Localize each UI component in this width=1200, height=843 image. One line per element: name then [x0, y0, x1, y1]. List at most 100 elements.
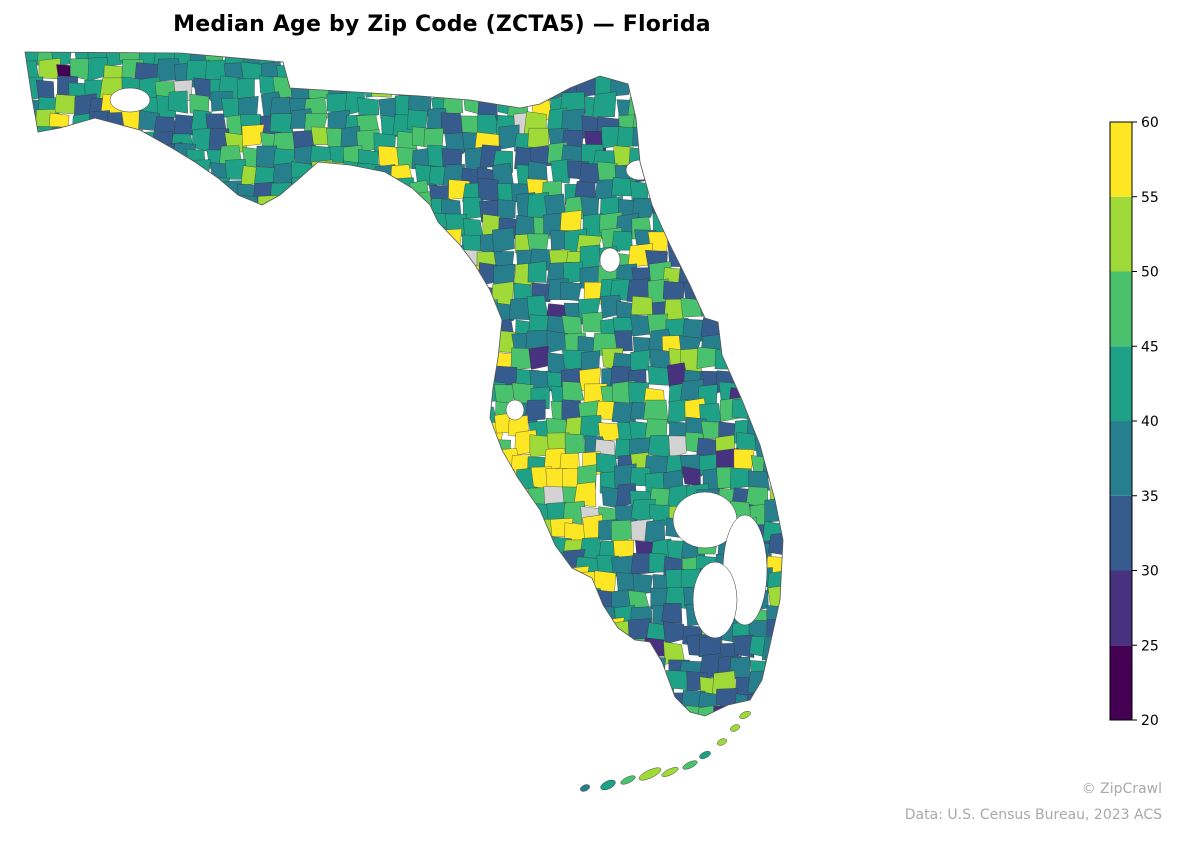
zcta-region [426, 660, 446, 683]
water-body [505, 399, 525, 421]
zcta-region [53, 316, 74, 339]
zcta-region [149, 710, 174, 716]
zcta-region [785, 507, 806, 526]
zcta-region [579, 670, 601, 696]
zcta-region [713, 281, 736, 305]
zcta-region [68, 432, 88, 457]
zcta-region [124, 436, 147, 459]
zcta-region [72, 250, 97, 273]
zcta-region [527, 726, 550, 749]
zcta-region [700, 269, 724, 293]
zcta-region [410, 191, 433, 216]
zcta-region [72, 421, 96, 444]
zcta-region [255, 417, 274, 441]
colorbar-bin-0 [1110, 645, 1132, 720]
zcta-region [388, 416, 412, 438]
zcta-region [190, 330, 213, 354]
zcta-region [339, 653, 362, 675]
zcta-region [204, 453, 227, 479]
zcta-region [54, 439, 75, 460]
zcta-region [372, 692, 398, 714]
zcta-region [770, 430, 783, 455]
zcta-region [423, 487, 449, 514]
zcta-region [175, 571, 199, 593]
zcta-region [410, 411, 436, 437]
zcta-region [750, 52, 774, 69]
zcta-region [412, 727, 435, 750]
zcta-region [82, 130, 107, 155]
zcta-region [397, 298, 418, 321]
zcta-region [169, 455, 195, 478]
zcta-region [345, 283, 368, 307]
zcta-region [152, 687, 175, 711]
zcta-region [261, 553, 284, 576]
zcta-region [438, 59, 462, 84]
zcta-region [172, 404, 196, 426]
zcta-region [221, 723, 241, 746]
zcta-region [396, 251, 420, 274]
zcta-region [542, 588, 566, 612]
zcta-region [357, 450, 381, 476]
zcta-region [373, 602, 394, 625]
zcta-region [789, 176, 811, 201]
zcta-region [353, 175, 379, 200]
zcta-region [667, 181, 689, 205]
zcta-region [445, 505, 469, 528]
zcta-region [734, 93, 758, 117]
zcta-region [493, 653, 512, 677]
zcta-region [407, 558, 430, 582]
zcta-region [87, 315, 108, 338]
zcta-region [546, 330, 569, 353]
zcta-region [255, 727, 276, 749]
zcta-region [25, 421, 43, 443]
zcta-region [154, 182, 177, 201]
zcta-region [122, 129, 143, 153]
zcta-region [107, 694, 130, 716]
zcta-region [784, 363, 805, 385]
zcta-region [645, 75, 668, 98]
zcta-region [208, 558, 232, 578]
zcta-region [35, 516, 62, 541]
zcta-region [662, 721, 685, 741]
zcta-region [779, 351, 783, 375]
zcta-region [615, 60, 641, 82]
zcta-region [630, 52, 654, 65]
zcta-region [36, 602, 59, 627]
zcta-region [499, 687, 522, 708]
zcta-region [169, 318, 192, 342]
zcta-region [426, 507, 449, 528]
zcta-region [767, 676, 783, 696]
zcta-region [376, 618, 397, 638]
zcta-region [702, 175, 722, 201]
zcta-region [785, 96, 807, 115]
zcta-region [117, 320, 140, 340]
zcta-region [781, 228, 783, 252]
zcta-region [222, 521, 244, 546]
zcta-region [270, 705, 295, 716]
zcta-region [101, 469, 123, 493]
zcta-region [527, 708, 550, 716]
zcta-region [54, 521, 76, 544]
zcta-region [549, 705, 572, 716]
zcta-region [376, 337, 400, 359]
zcta-region [153, 211, 172, 235]
zcta-region [509, 52, 532, 72]
zcta-region [255, 518, 279, 541]
zcta-region [754, 246, 777, 270]
zcta-region [222, 348, 246, 369]
zcta-region [782, 531, 783, 557]
zcta-region [425, 227, 446, 250]
zcta-region [204, 658, 227, 683]
zcta-region [154, 233, 177, 258]
zcta-region [290, 634, 313, 660]
zcta-region [513, 517, 539, 542]
zcta-region [444, 381, 468, 405]
zcta-region [154, 572, 178, 592]
zcta-region [321, 450, 344, 473]
zcta-region [295, 361, 317, 385]
zcta-region [25, 214, 39, 238]
zcta-region [25, 704, 45, 716]
zcta-region [326, 180, 345, 201]
zcta-region [394, 557, 418, 581]
zcta-region [222, 439, 246, 462]
